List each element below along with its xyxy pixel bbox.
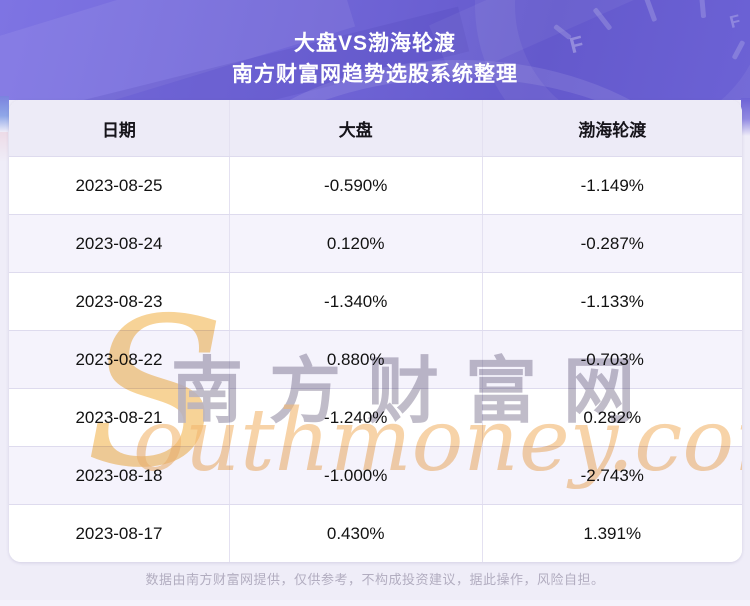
stock-cell: -0.703% <box>580 349 644 369</box>
date-cell: 2023-08-24 <box>75 233 163 253</box>
market-cell: -1.240% <box>228 389 483 446</box>
table-row: 2023-08-18 -1.000% -2.743% <box>9 446 742 504</box>
market-cell: -1.340% <box>228 273 483 330</box>
page-title: 大盘VS渤海轮渡 <box>293 32 456 55</box>
gauge-tick-decoration <box>643 0 658 23</box>
stock-cell: -0.287% <box>580 233 644 253</box>
hero-header: F F 大盘VS渤海轮渡 南方财富网趋势选股系统整理 <box>0 0 750 100</box>
background-edge-decoration <box>0 132 8 162</box>
market-cell: 0.880% <box>228 331 483 388</box>
disclaimer-text: 数据由南方财富网提供，仅供参考，不构成投资建议，据此操作，风险自担。 <box>145 572 605 587</box>
column-header-date: 日期 <box>101 120 136 140</box>
stock-cell: -1.133% <box>580 291 644 311</box>
table-header-row: 日期 大盘 渤海轮渡 <box>9 100 742 156</box>
table-row: 2023-08-21 -1.240% 0.282% <box>9 388 742 446</box>
table-row: 2023-08-25 -0.590% -1.149% <box>9 156 742 214</box>
bottom-strip-decoration <box>0 600 750 606</box>
column-header-stock: 渤海轮渡 <box>578 120 647 140</box>
table-row: 2023-08-23 -1.340% -1.133% <box>9 272 742 330</box>
table-row: 2023-08-22 0.880% -0.703% <box>9 330 742 388</box>
date-cell: 2023-08-18 <box>75 465 163 485</box>
comparison-table: 日期 大盘 渤海轮渡 2023-08-25 -0.590% -1.149% 20… <box>9 100 742 562</box>
date-cell: 2023-08-23 <box>75 291 163 311</box>
stock-cell: 0.282% <box>583 407 642 427</box>
date-cell: 2023-08-22 <box>75 349 163 369</box>
table-row: 2023-08-17 0.430% 1.391% <box>9 504 742 562</box>
background-edge-decoration <box>741 98 750 136</box>
gauge-tick-decoration <box>698 0 707 19</box>
stock-cell: -2.743% <box>580 465 644 485</box>
date-cell: 2023-08-25 <box>75 175 163 195</box>
market-cell: -1.000% <box>228 447 483 504</box>
stock-cell: 1.391% <box>583 523 642 543</box>
background-edge-decoration <box>0 96 9 132</box>
date-cell: 2023-08-17 <box>75 523 163 543</box>
stock-cell: -1.149% <box>580 175 644 195</box>
table-row: 2023-08-24 0.120% -0.287% <box>9 214 742 272</box>
column-header-market: 大盘 <box>228 100 483 156</box>
market-cell: 0.120% <box>228 215 483 272</box>
page-subtitle: 南方财富网趋势选股系统整理 <box>232 63 518 86</box>
date-cell: 2023-08-21 <box>75 407 163 427</box>
market-cell: 0.430% <box>228 505 483 562</box>
market-cell: -0.590% <box>228 157 483 214</box>
